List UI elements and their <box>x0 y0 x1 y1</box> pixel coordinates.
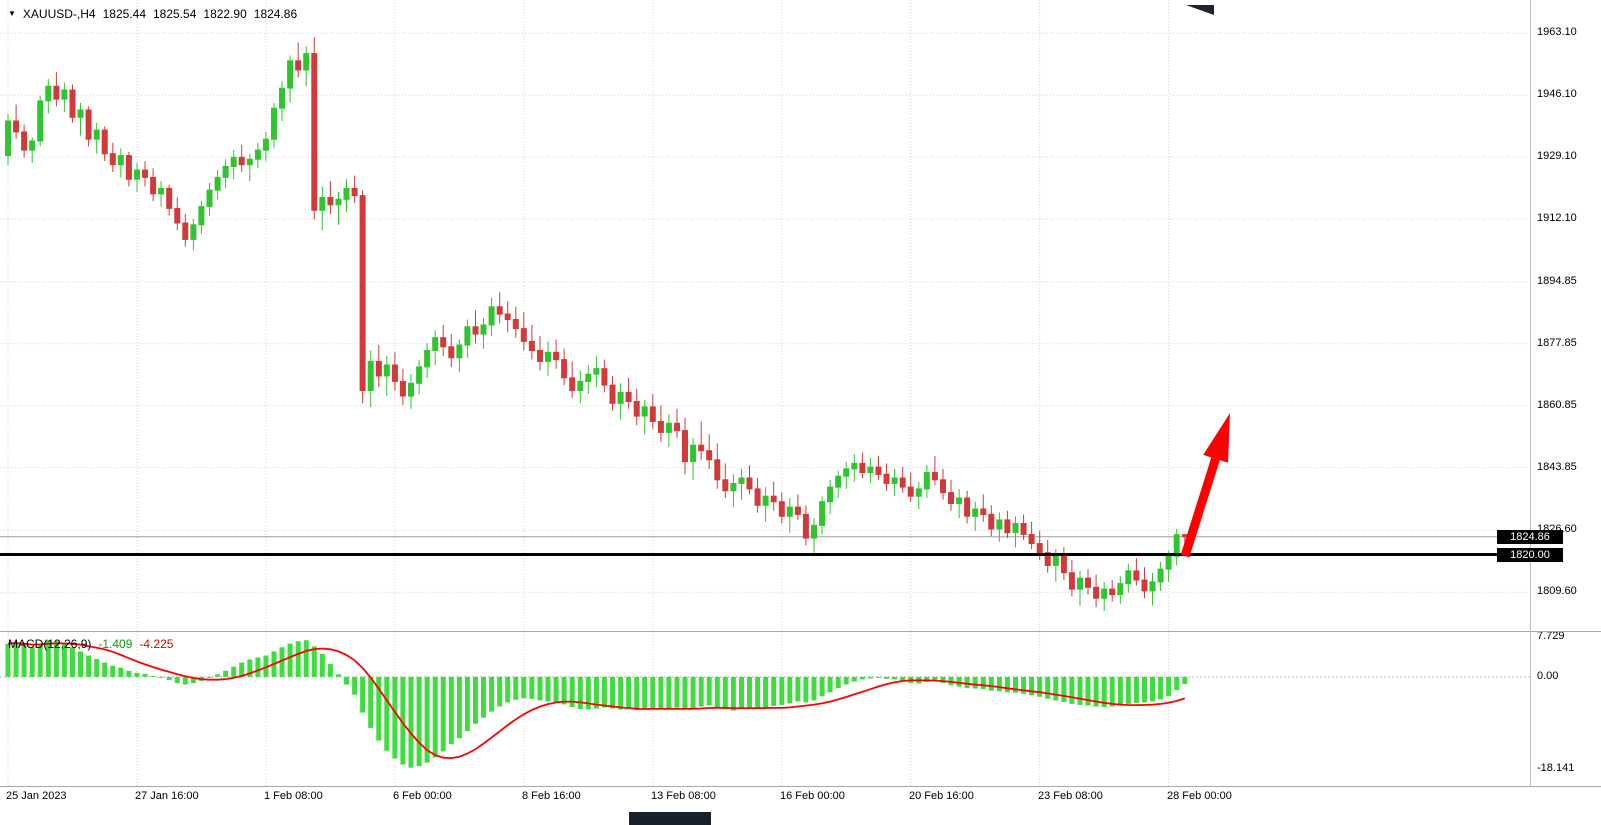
time-axis-label: 8 Feb 16:00 <box>522 790 581 802</box>
macd-histogram <box>5 640 1188 768</box>
time-axis-label: 25 Jan 2023 <box>6 790 67 802</box>
hline-price-tag-text: 1820.00 <box>1510 549 1550 561</box>
time-axis-label: 16 Feb 00:00 <box>780 790 845 802</box>
price-axis-label: 1929.10 <box>1537 150 1577 162</box>
price-axis-label: 1963.10 <box>1537 26 1577 38</box>
ohlc-low-value: 1822.90 <box>203 7 247 21</box>
ohlc-high-value: 1825.54 <box>153 7 197 21</box>
macd-signal-line <box>7 642 1186 760</box>
current-price-tag-text: 1824.86 <box>1510 531 1550 543</box>
horizontal-line-object[interactable] <box>0 553 1530 556</box>
price-axis-label: 1946.10 <box>1537 88 1577 100</box>
time-axis-label: 20 Feb 16:00 <box>909 790 974 802</box>
hline-price-tag: 1820.00 <box>1497 548 1563 562</box>
macd-axis-label: 0.00 <box>1537 670 1559 682</box>
screenshot-artifact-top <box>1186 5 1214 15</box>
macd-signal-value: -4.225 <box>139 637 174 651</box>
time-axis-label: 6 Feb 00:00 <box>393 790 452 802</box>
pane-separator[interactable] <box>0 786 1601 787</box>
candlestick-series <box>5 37 1188 611</box>
price-axis-label: 1860.85 <box>1537 399 1577 411</box>
symbol-ohlc-info: ▼ XAUUSD-,H4 1825.44 1825.54 1822.90 182… <box>8 7 297 21</box>
macd-main-value: -1.409 <box>98 637 133 651</box>
macd-axis-label: 7.729 <box>1537 630 1565 642</box>
chart-menu-icon[interactable]: ▼ <box>8 9 16 18</box>
time-axis[interactable] <box>0 787 1601 825</box>
price-axis-label: 1912.10 <box>1537 212 1577 224</box>
price-axis-label: 1894.85 <box>1537 275 1577 287</box>
price-axis-label: 1809.60 <box>1537 585 1577 597</box>
macd-name: MACD(12,26,9) <box>8 637 92 651</box>
symbol-timeframe-label: XAUUSD-,H4 <box>22 7 96 21</box>
time-axis-label: 1 Feb 08:00 <box>264 790 323 802</box>
ohlc-close-value: 1824.86 <box>253 7 298 21</box>
trend-arrow-object[interactable] <box>1180 413 1230 558</box>
macd-indicator-label: MACD(12,26,9) -1.409 -4.225 <box>8 637 173 651</box>
time-axis-label: 23 Feb 08:00 <box>1038 790 1103 802</box>
time-axis-label: 27 Jan 16:00 <box>135 790 199 802</box>
macd-gridlines <box>0 632 1530 786</box>
price-chart-canvas[interactable] <box>0 0 1601 631</box>
price-axis-label: 1877.85 <box>1537 337 1577 349</box>
ohlc-open-value: 1825.44 <box>102 7 146 21</box>
macd-indicator-canvas[interactable] <box>0 632 1601 786</box>
time-axis-label: 13 Feb 08:00 <box>651 790 716 802</box>
pane-separator[interactable] <box>0 631 1601 632</box>
time-axis-label: 28 Feb 00:00 <box>1167 790 1232 802</box>
current-price-tag: 1824.86 <box>1497 530 1563 544</box>
price-axis-label: 1843.85 <box>1537 461 1577 473</box>
axis-separator <box>1530 0 1531 786</box>
price-axis[interactable] <box>1531 0 1601 786</box>
gridlines <box>0 0 1530 631</box>
macd-axis-label: -18.141 <box>1537 762 1575 774</box>
screenshot-artifact-bottom <box>629 812 711 825</box>
